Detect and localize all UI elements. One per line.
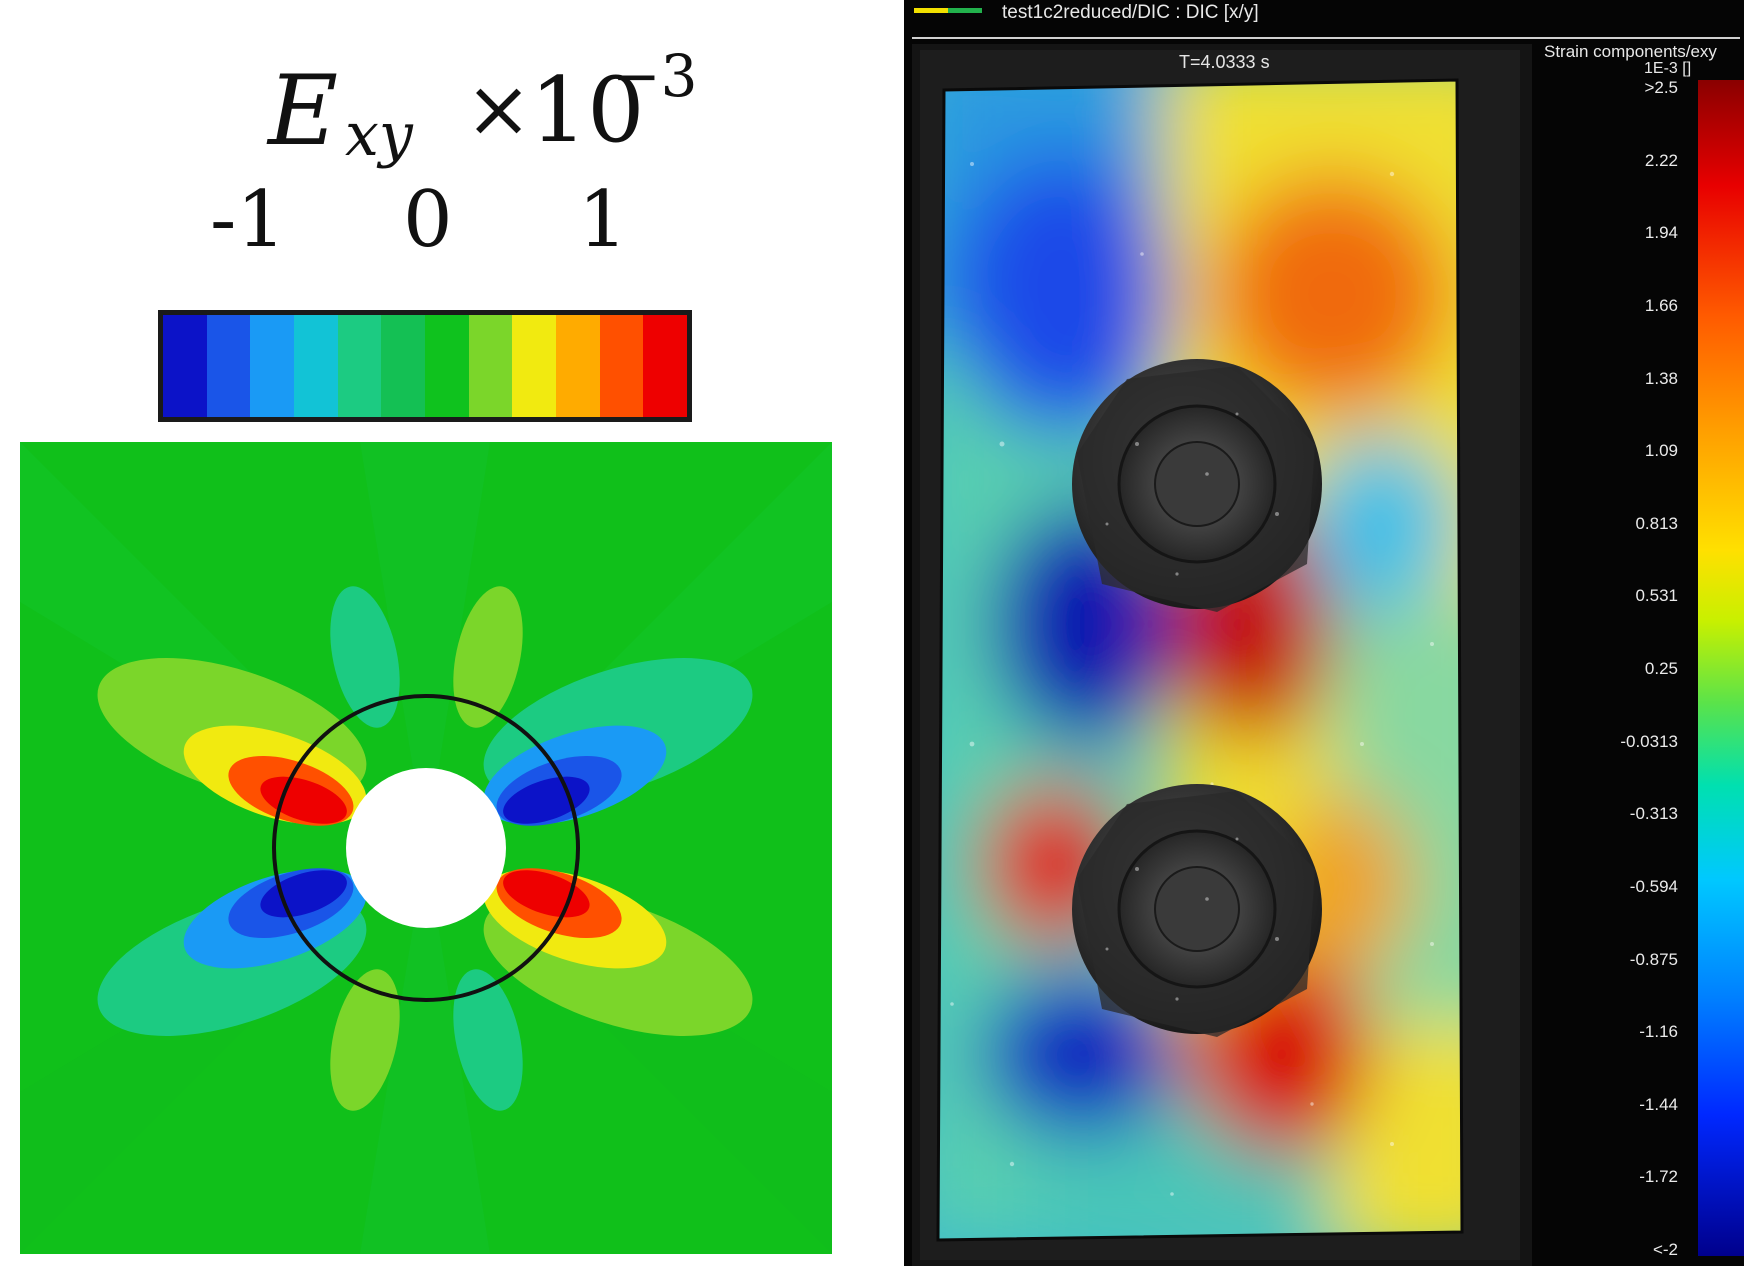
- legend-tick-label: -0.313: [1629, 804, 1678, 824]
- bolt-lower: [1072, 784, 1322, 1037]
- colorbar-tick-zero: 0: [403, 175, 453, 265]
- legend-tick-label: 1.94: [1644, 223, 1678, 243]
- colorbar-title-base: 10: [530, 58, 645, 163]
- window-titlebar: test1c2reduced/DIC : DIC [x/y]: [904, 0, 1744, 36]
- colorbar-band: [337, 315, 382, 417]
- dic-panel: test1c2reduced/DIC : DIC [x/y]: [904, 0, 1744, 1266]
- legend-unit: 1E-3 []: [1644, 60, 1692, 77]
- legend-colorbar: [1698, 80, 1744, 1256]
- colorbar-band: [468, 315, 513, 417]
- legend-tick-label: <-2: [1652, 1240, 1678, 1259]
- colorbar-band: [599, 315, 644, 417]
- colorbar-band: [556, 315, 600, 417]
- colorbar-band: [206, 315, 251, 417]
- colorbar-band: [643, 315, 688, 417]
- fe-panel: E xy × 10 −3 -1 0 1: [20, 42, 832, 1254]
- series-swatch-green: [948, 8, 982, 13]
- colorbar-band: [425, 315, 469, 417]
- legend-tick-label: -1.72: [1639, 1167, 1678, 1187]
- colorbar-title-times: ×: [465, 62, 533, 155]
- colorbar-tick-min: -1: [210, 175, 286, 265]
- legend-tick-label: -1.16: [1639, 1022, 1678, 1042]
- legend-tick-label: -0.594: [1629, 876, 1678, 896]
- legend-tick-label: -0.0313: [1620, 731, 1678, 751]
- legend-tick-label: -1.44: [1639, 1094, 1678, 1114]
- legend-tick-label: 1.38: [1644, 368, 1678, 388]
- fe-colorbar: [158, 310, 692, 422]
- bolt-upper: [1072, 359, 1322, 612]
- colorbar-tick-max: 1: [578, 175, 628, 265]
- legend-tick-label: 1.66: [1644, 295, 1678, 315]
- colorbar-band: [294, 315, 338, 417]
- legend-title: Strain components/exy: [1544, 42, 1717, 61]
- legend-tick-label: 2.22: [1644, 150, 1678, 170]
- legend-tick-label: 0.813: [1635, 513, 1678, 533]
- legend-tick-label: 0.531: [1635, 586, 1678, 606]
- series-swatch-yellow: [914, 8, 948, 13]
- legend-tick-label: -0.875: [1629, 949, 1678, 969]
- titlebar-divider: [912, 37, 1740, 39]
- colorbar-title-symbol: E: [268, 55, 339, 167]
- legend-tick-label: >2.5: [1644, 78, 1678, 97]
- colorbar-title-exponent: −3: [612, 42, 698, 110]
- legend-tick-label: 0.25: [1644, 659, 1678, 678]
- colorbar-band: [163, 315, 207, 417]
- colorbar-band: [250, 315, 295, 417]
- legend-tick-label: 1.09: [1644, 441, 1678, 461]
- colorbar-band: [381, 315, 426, 417]
- colorbar-band: [512, 315, 557, 417]
- dic-strain-field[interactable]: [912, 44, 1532, 1266]
- colorbar-title-subscript: xy: [345, 100, 413, 170]
- timestamp-label: T=4.0333 s: [1179, 52, 1270, 72]
- window-title: test1c2reduced/DIC : DIC [x/y]: [1002, 2, 1259, 23]
- fe-strain-map: [20, 442, 832, 1254]
